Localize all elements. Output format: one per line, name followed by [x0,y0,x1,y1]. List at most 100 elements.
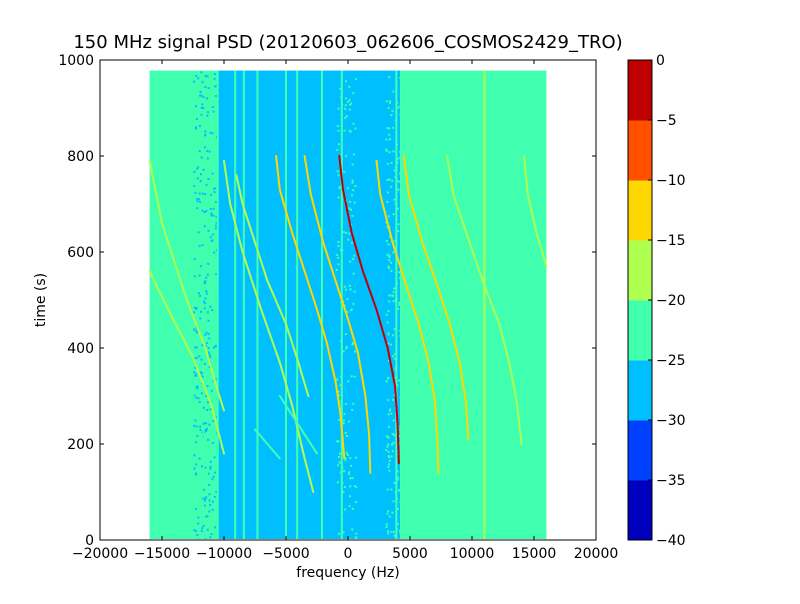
noise-speck [402,427,405,430]
noise-speck [349,477,352,480]
noise-speck [386,178,389,181]
noise-speck [390,412,393,415]
noise-speck [390,343,393,346]
y-tick-label: 400 [67,341,94,357]
noise-speck [200,173,203,176]
noise-speck [392,150,395,153]
noise-speck [195,327,198,330]
noise-speck [386,512,389,515]
noise-speck [195,117,198,120]
background-region [217,70,351,539]
noise-speck [344,288,347,291]
noise-speck [336,464,339,467]
colorbar-segment [628,60,652,121]
noise-speck [393,434,396,437]
noise-speck [194,346,197,349]
noise-speck [354,536,357,539]
colorbar-tick-label: −20 [656,293,686,309]
noise-speck [388,300,391,303]
noise-speck [195,329,198,332]
noise-speck [195,507,198,510]
noise-speck [206,515,209,518]
noise-speck [348,108,351,111]
noise-speck [352,92,355,95]
noise-speck [351,528,354,531]
noise-speck [399,329,402,332]
noise-speck [193,328,196,331]
noise-speck [204,429,207,432]
noise-speck [385,523,388,526]
colorbar-tick-label: −40 [656,533,686,549]
noise-speck [211,105,214,108]
noise-speck [207,178,210,181]
noise-speck [204,130,207,133]
noise-speck [339,384,342,387]
doppler-trace [303,155,372,474]
noise-speck [400,347,403,350]
noise-speck [337,196,340,199]
noise-speck [209,460,212,463]
noise-speck [392,90,395,93]
noise-speck [350,194,353,197]
colorbar-tick-label: −15 [656,233,686,249]
noise-speck [387,332,390,335]
noise-speck [336,481,339,484]
noise-speck [387,310,390,313]
noise-speck [403,90,406,93]
noise-speck [199,371,202,374]
noise-speck [345,155,348,158]
noise-speck [344,402,347,405]
noise-speck [396,453,399,456]
noise-speck [396,476,399,479]
noise-speck [213,456,216,459]
colorbar-segment [628,480,652,541]
noise-speck [201,375,204,378]
noise-speck [207,262,210,265]
noise-speck [208,353,211,356]
colorbar-tick-label: −35 [656,473,686,489]
noise-speck [204,497,207,500]
noise-speck [402,411,405,414]
noise-speck [390,269,393,272]
noise-speck [351,409,354,412]
noise-speck [211,500,214,503]
x-tick-label: 20000 [574,546,619,562]
noise-speck [399,156,402,159]
noise-speck [213,77,216,80]
colorbar-tick-label: −5 [656,113,677,129]
noise-speck [203,210,206,213]
noise-speck [400,417,403,420]
noise-speck [337,143,340,146]
noise-speck [399,395,402,398]
noise-speck [397,307,400,310]
noise-speck [402,161,405,164]
noise-speck [214,94,217,97]
noise-speck [196,434,199,437]
noise-speck [385,380,388,383]
noise-speck [400,398,403,401]
noise-speck [396,478,399,481]
noise-speck [193,424,196,427]
noise-speck [391,443,394,446]
noise-speck [388,256,391,259]
noise-speck [399,81,402,84]
noise-speck [402,479,405,482]
noise-speck [386,488,389,491]
x-tick-label: 10000 [450,546,495,562]
noise-speck [397,230,400,233]
noise-speck [347,238,350,241]
noise-speck [352,153,355,156]
noise-speck [342,231,345,234]
y-axis-label: time (s) [33,273,49,327]
noise-speck [194,373,197,376]
noise-speck [353,201,356,204]
noise-speck [348,505,351,508]
noise-speck [337,390,340,393]
noise-speck [336,440,339,443]
noise-speck [193,467,196,470]
noise-speck [210,214,213,217]
noise-speck [388,294,391,297]
noise-speck [386,377,389,380]
noise-speck [204,86,207,89]
noise-speck [195,472,198,475]
